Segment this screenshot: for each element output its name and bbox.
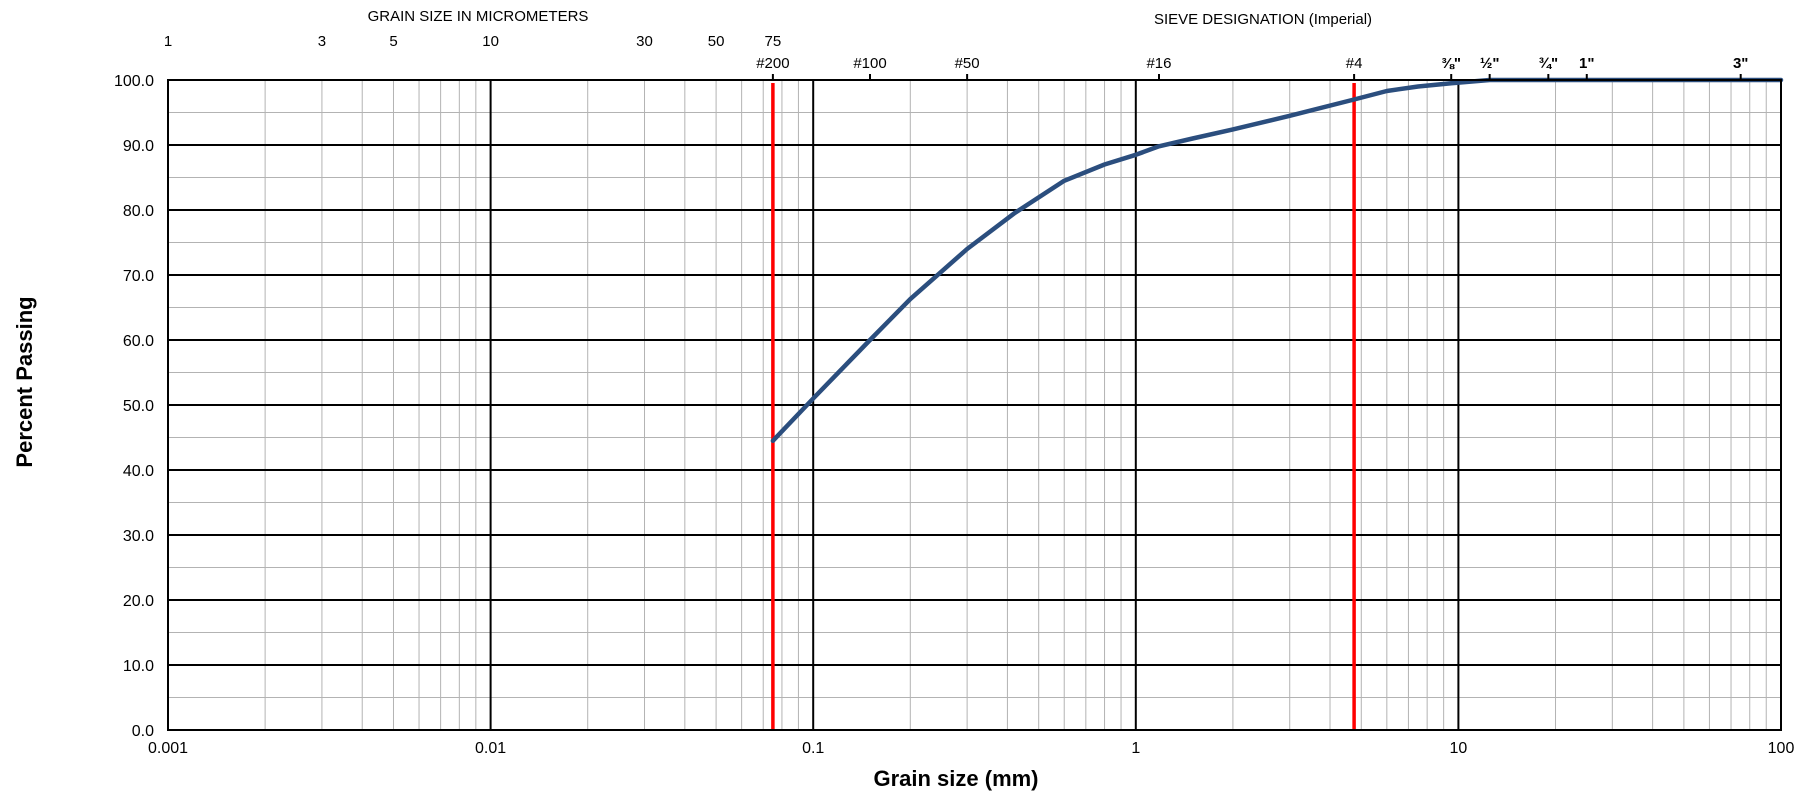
- y-axis-title: Percent Passing: [12, 296, 37, 467]
- y-tick-label: 30.0: [123, 528, 154, 545]
- y-tick-label: 100.0: [114, 73, 154, 90]
- sieve-tick-label: ⅜": [1441, 55, 1461, 72]
- micrometer-tick-label: 3: [318, 33, 326, 50]
- y-tick-label: 60.0: [123, 333, 154, 350]
- y-tick-label: 50.0: [123, 398, 154, 415]
- x-tick-label: 0.1: [802, 740, 824, 757]
- y-tick-label: 90.0: [123, 138, 154, 155]
- x-tick-label: 100: [1768, 740, 1795, 757]
- micrometer-tick-label: 10: [482, 33, 499, 50]
- x-tick-label: 0.001: [148, 740, 188, 757]
- micrometer-tick-label: 5: [389, 33, 397, 50]
- grid: [167, 79, 1782, 731]
- tick-labels: 0.010.020.030.040.050.060.070.080.090.01…: [114, 33, 1794, 757]
- micrometer-tick-label: 50: [708, 33, 725, 50]
- sieve-tick-label: ½": [1480, 55, 1500, 72]
- x-tick-label: 0.01: [475, 740, 506, 757]
- y-tick-label: 0.0: [132, 723, 154, 740]
- sieve-tick-label: #200: [756, 55, 789, 72]
- top-left-axis-title: GRAIN SIZE IN MICROMETERS: [368, 8, 589, 25]
- sieve-tick-label: #16: [1146, 55, 1171, 72]
- y-tick-label: 80.0: [123, 203, 154, 220]
- series-layer: [770, 77, 1784, 444]
- x-axis-title: Grain size (mm): [873, 766, 1038, 791]
- sieve-tick-label: ¾": [1539, 55, 1559, 72]
- sieve-tick-label: #50: [955, 55, 980, 72]
- y-tick-label: 40.0: [123, 463, 154, 480]
- sieve-tick-label: #4: [1346, 55, 1363, 72]
- micrometer-tick-label: 1: [164, 33, 172, 50]
- sieve-tick-label: 3": [1733, 55, 1748, 72]
- y-tick-label: 70.0: [123, 268, 154, 285]
- top-right-axis-title: SIEVE DESIGNATION (Imperial): [1154, 11, 1372, 28]
- micrometer-tick-label: 30: [636, 33, 653, 50]
- sieve-tick-label: 1": [1579, 55, 1594, 72]
- x-tick-label: 1: [1131, 740, 1140, 757]
- micrometer-tick-label: 75: [765, 33, 782, 50]
- reference-lines: [771, 83, 1356, 730]
- x-tick-label: 10: [1450, 740, 1468, 757]
- gradation-curve: [770, 77, 1784, 444]
- plot-frame: [167, 79, 1782, 731]
- y-tick-label: 20.0: [123, 593, 154, 610]
- sieve-tick-label: #100: [853, 55, 886, 72]
- y-tick-label: 10.0: [123, 658, 154, 675]
